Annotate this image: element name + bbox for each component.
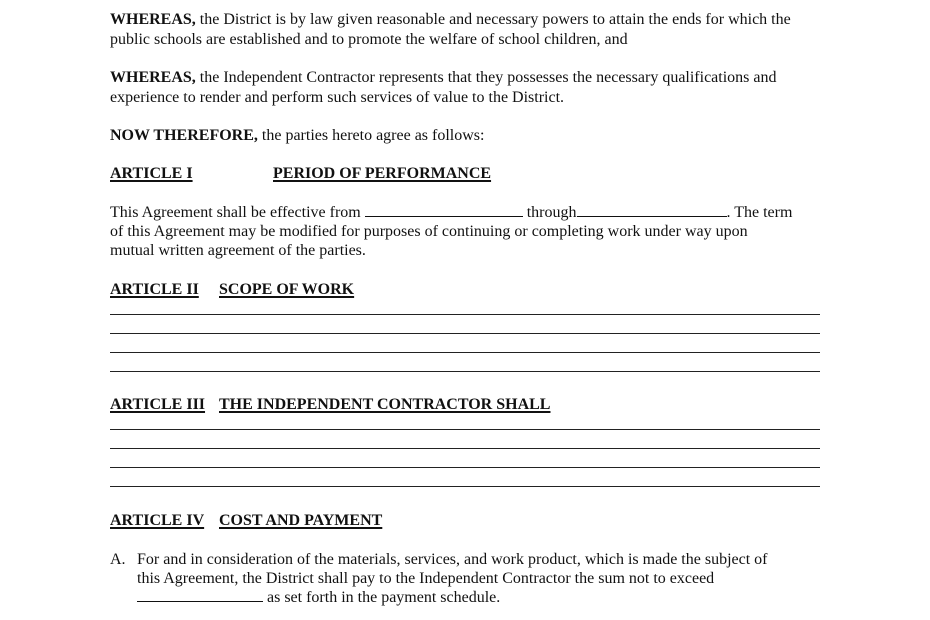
article-1-line-3: mutual written agreement of the parties.: [110, 242, 366, 259]
whereas-text: the District is by law given reasonable …: [195, 11, 791, 28]
end-date-blank[interactable]: [576, 203, 727, 217]
article-1-line-1: This Agreement shall be effective from t…: [110, 203, 792, 222]
scope-blank-line[interactable]: [110, 352, 820, 353]
item-a-marker: A.: [110, 551, 126, 568]
scope-blank-line[interactable]: [110, 333, 820, 334]
whereas-text: the Independent Contractor represents th…: [195, 69, 777, 86]
item-a-line-1: For and in consideration of the material…: [137, 551, 768, 568]
article-1-line-2: of this Agreement may be modified for pu…: [110, 223, 748, 240]
now-therefore-text: the parties hereto agree as follows:: [257, 127, 485, 144]
duties-blank-line[interactable]: [110, 448, 820, 449]
amount-blank[interactable]: [137, 588, 263, 602]
article-3-title: THE INDEPENDENT CONTRACTOR SHALL: [219, 396, 551, 413]
now-therefore: NOW THEREFORE, the parties hereto agree …: [110, 126, 484, 145]
whereas-1-line-1: WHEREAS, the District is by law given re…: [110, 10, 791, 29]
whereas-2-line-2: experience to render and perform such se…: [110, 89, 565, 106]
duties-blank-line[interactable]: [110, 429, 820, 430]
duties-blank-line[interactable]: [110, 467, 820, 468]
whereas-lead: WHEREAS,: [110, 69, 196, 86]
text: . The term: [726, 204, 793, 221]
whereas-lead: WHEREAS,: [110, 11, 196, 28]
duties-blank-line[interactable]: [110, 486, 820, 487]
start-date-blank[interactable]: [364, 203, 523, 217]
article-4-title: COST AND PAYMENT: [219, 512, 383, 529]
article-1-number: ARTICLE I: [110, 165, 193, 182]
article-4-number: ARTICLE IV: [110, 512, 205, 529]
scope-blank-line[interactable]: [110, 314, 820, 315]
text: as set forth in the payment schedule.: [263, 589, 501, 606]
text: This Agreement shall be effective from: [110, 204, 365, 221]
article-3-number: ARTICLE III: [110, 396, 206, 413]
item-a-line-3: as set forth in the payment schedule.: [137, 588, 500, 607]
article-1-title: PERIOD OF PERFORMANCE: [273, 165, 492, 182]
whereas-2-line-1: WHEREAS, the Independent Contractor repr…: [110, 68, 777, 87]
article-2-number: ARTICLE II: [110, 281, 199, 298]
item-a-line-2: this Agreement, the District shall pay t…: [137, 570, 715, 587]
now-therefore-lead: NOW THEREFORE,: [110, 127, 258, 144]
text: through: [522, 204, 577, 221]
article-2-title: SCOPE OF WORK: [219, 281, 355, 298]
scope-blank-line[interactable]: [110, 371, 820, 372]
whereas-1-line-2: public schools are established and to pr…: [110, 31, 628, 48]
